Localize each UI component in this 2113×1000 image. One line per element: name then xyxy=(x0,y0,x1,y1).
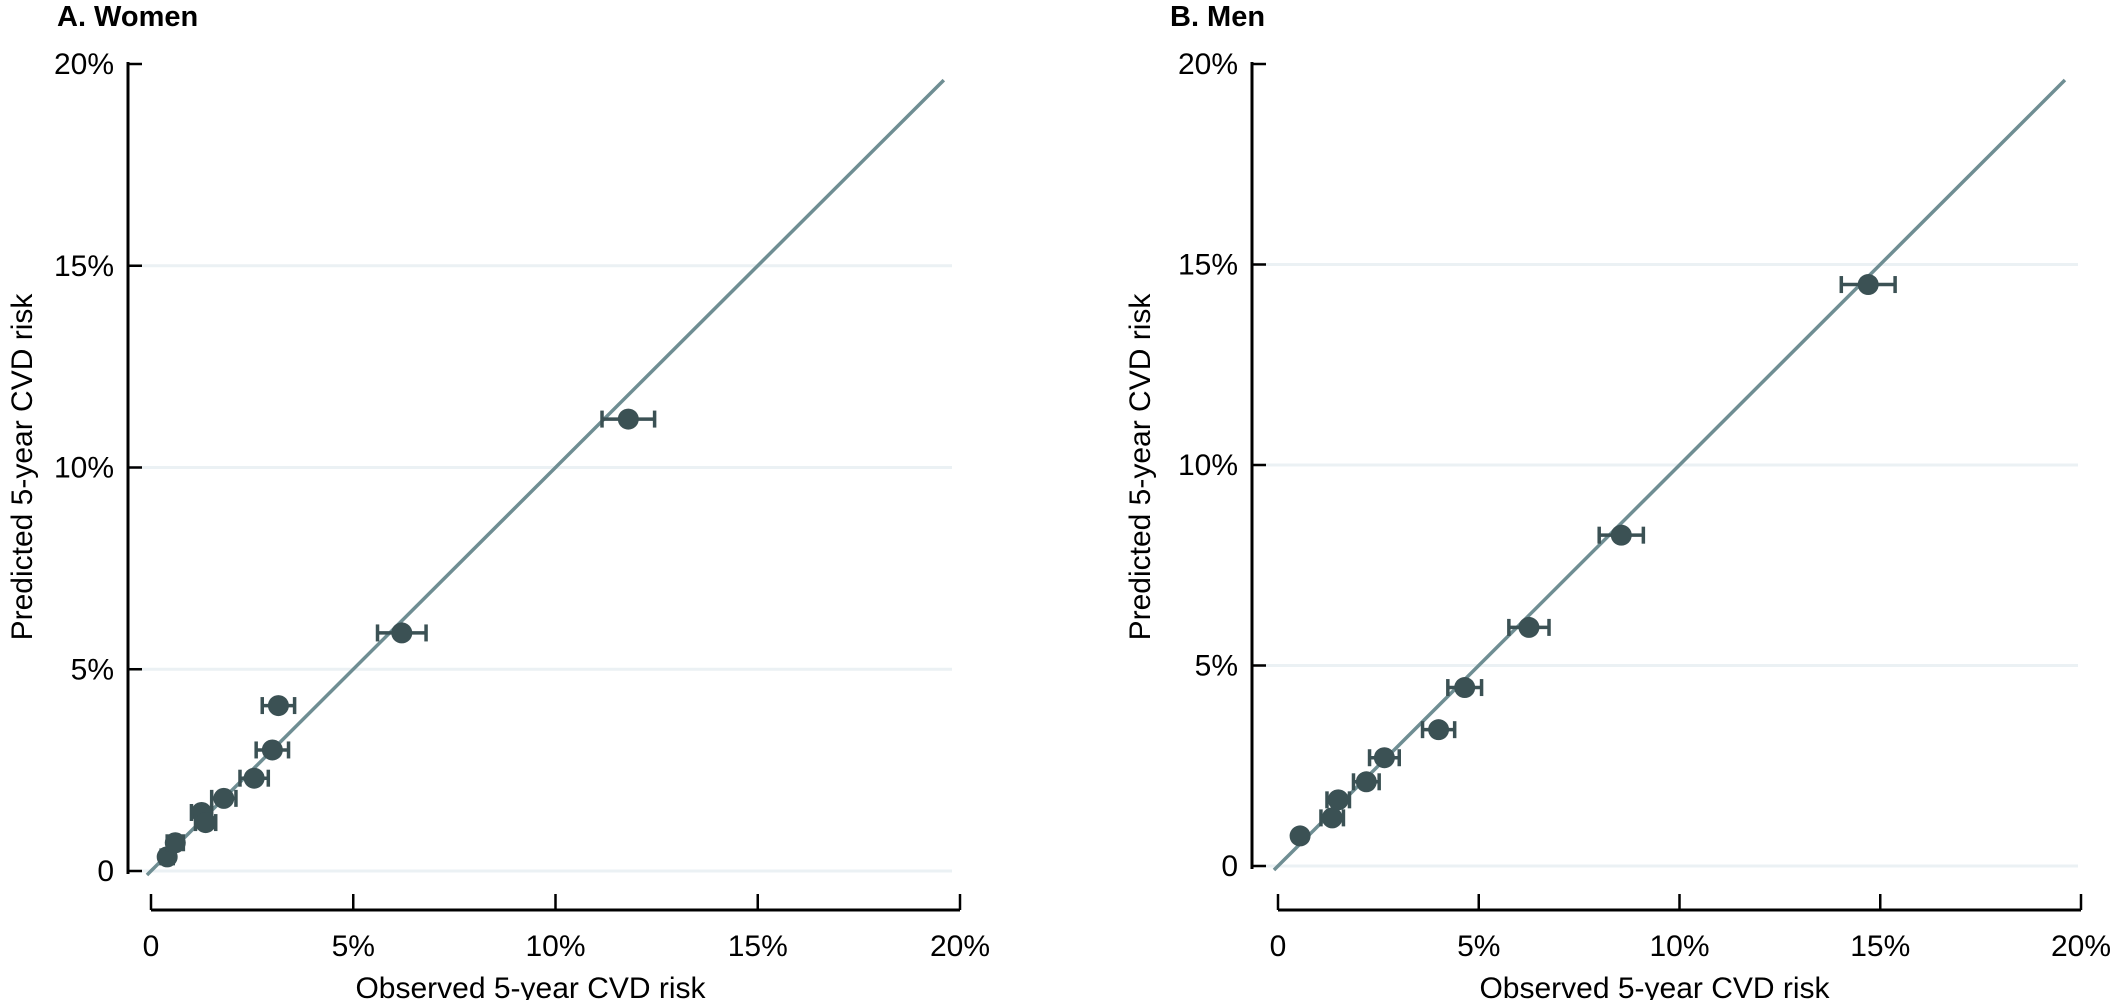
identity-line xyxy=(1272,78,2067,872)
y-axis-title: Predicted 5-year CVD risk xyxy=(6,293,39,641)
x-axis-title: Observed 5-year CVD risk xyxy=(355,972,706,1000)
y-tick-label: 15% xyxy=(1178,249,1238,282)
data-point xyxy=(1518,616,1540,638)
x-tick-label: 20% xyxy=(930,930,990,963)
x-axis-title: Observed 5-year CVD risk xyxy=(1479,972,1830,1000)
y-tick-label: 5% xyxy=(1195,650,1238,683)
data-point xyxy=(195,812,217,834)
y-tick-label: 0 xyxy=(1221,850,1238,883)
data-point xyxy=(1327,789,1349,811)
y-axis-title: Predicted 5-year CVD risk xyxy=(1124,293,1157,641)
data-point xyxy=(267,695,289,717)
x-tick-label: 5% xyxy=(1457,930,1500,963)
y-tick-label: 10% xyxy=(54,452,114,485)
data-point xyxy=(243,767,265,789)
y-tick-label: 5% xyxy=(71,653,114,686)
x-tick-label: 0 xyxy=(143,930,160,963)
x-tick-label: 10% xyxy=(1649,930,1709,963)
data-point xyxy=(1857,274,1879,296)
y-tick-label: 0 xyxy=(97,855,114,888)
x-tick-label: 5% xyxy=(332,930,375,963)
data-point xyxy=(1321,807,1343,829)
data-point xyxy=(1454,677,1476,699)
y-tick-label: 10% xyxy=(1178,449,1238,482)
x-tick-label: 0 xyxy=(1270,930,1287,963)
data-point xyxy=(1355,771,1377,793)
data-point xyxy=(261,739,283,761)
x-tick-label: 20% xyxy=(2051,930,2111,963)
y-tick-label: 15% xyxy=(54,250,114,283)
y-tick-label: 20% xyxy=(54,48,114,81)
y-tick-label: 20% xyxy=(1178,48,1238,81)
data-point xyxy=(1610,524,1632,546)
panel-women: 0 5% 10% 15% 20% 0 5% 10% 15% 20% A. Women Observed… xyxy=(6,1,990,1000)
data-point xyxy=(213,787,235,809)
data-point xyxy=(1289,825,1311,847)
panel-men: 0 5% 10% 15% 20% 0 5% 10% 15% 20% B. Men Observed 5… xyxy=(1124,1,2111,1000)
x-tick-label: 15% xyxy=(1850,930,1910,963)
data-point xyxy=(617,408,639,430)
data-point xyxy=(1373,747,1395,769)
panel-title: A. Women xyxy=(57,1,198,33)
data-point xyxy=(391,622,413,644)
x-tick-label: 10% xyxy=(525,930,585,963)
data-point xyxy=(164,832,186,854)
x-tick-label: 15% xyxy=(728,930,788,963)
data-point xyxy=(1428,719,1450,741)
panel-title: B. Men xyxy=(1170,1,1265,33)
